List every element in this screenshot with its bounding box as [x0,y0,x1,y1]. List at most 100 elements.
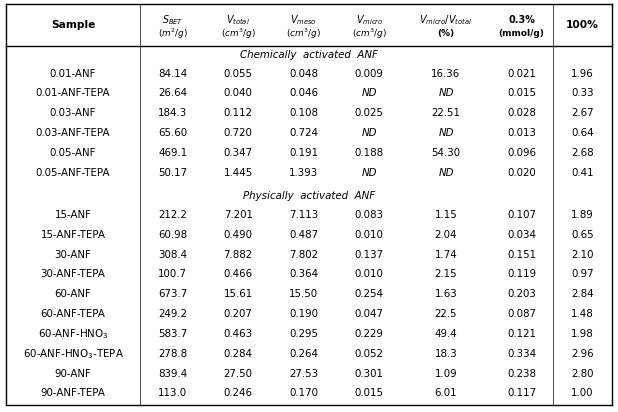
Text: 2.84: 2.84 [571,289,594,300]
Text: 0.254: 0.254 [355,289,384,300]
Text: $S_{BET}$: $S_{BET}$ [162,13,184,27]
Text: $V_{micro}/V_{total}$: $V_{micro}/V_{total}$ [420,13,473,27]
Text: (%): (%) [438,29,454,38]
Text: 0.207: 0.207 [224,309,253,319]
Text: 1.96: 1.96 [571,68,594,79]
Text: 1.89: 1.89 [571,210,594,220]
Text: 100%: 100% [566,20,599,30]
Text: 30-ANF: 30-ANF [54,250,91,260]
Text: 60-ANF-HNO$_3$: 60-ANF-HNO$_3$ [38,327,108,341]
Text: 2.80: 2.80 [572,369,594,379]
Text: 0.034: 0.034 [507,230,536,240]
Text: 308.4: 308.4 [158,250,187,260]
Text: 30-ANF-TEPA: 30-ANF-TEPA [41,269,106,279]
Text: 60-ANF-TEPA: 60-ANF-TEPA [41,309,106,319]
Text: 0.03-ANF: 0.03-ANF [50,108,96,118]
Text: 0.264: 0.264 [289,349,318,359]
Text: 0.301: 0.301 [355,369,384,379]
Text: 249.2: 249.2 [158,309,187,319]
Text: 673.7: 673.7 [158,289,187,300]
Text: 2.15: 2.15 [434,269,457,279]
Text: 0.01-ANF: 0.01-ANF [50,68,96,79]
Text: 839.4: 839.4 [158,369,187,379]
Text: 0.33: 0.33 [571,88,594,98]
Text: 7.882: 7.882 [224,250,253,260]
Text: 15-ANF-TEPA: 15-ANF-TEPA [41,230,106,240]
Text: ND: ND [362,128,377,138]
Text: 1.09: 1.09 [434,369,457,379]
Text: 2.96: 2.96 [571,349,594,359]
Text: 0.334: 0.334 [507,349,536,359]
Text: 184.3: 184.3 [158,108,187,118]
Text: 84.14: 84.14 [158,68,187,79]
Text: 469.1: 469.1 [158,148,187,158]
Text: 0.020: 0.020 [507,168,536,178]
Text: 15.50: 15.50 [289,289,318,300]
Text: 0.364: 0.364 [289,269,318,279]
Text: 0.040: 0.040 [224,88,253,98]
Text: 22.5: 22.5 [434,309,457,319]
Text: 212.2: 212.2 [158,210,187,220]
Text: 0.028: 0.028 [507,108,536,118]
Text: 0.284: 0.284 [224,349,253,359]
Text: 0.65: 0.65 [571,230,594,240]
Text: 60.98: 60.98 [158,230,187,240]
Text: 0.41: 0.41 [571,168,594,178]
Text: 26.64: 26.64 [158,88,187,98]
Text: 6.01: 6.01 [434,389,457,398]
Text: 0.229: 0.229 [355,329,384,339]
Text: 0.112: 0.112 [224,108,253,118]
Text: 22.51: 22.51 [431,108,460,118]
Text: 60-ANF: 60-ANF [54,289,91,300]
Text: 0.119: 0.119 [507,269,536,279]
Text: 0.096: 0.096 [507,148,536,158]
Text: 0.490: 0.490 [224,230,253,240]
Text: 50.17: 50.17 [158,168,187,178]
Text: 27.50: 27.50 [224,369,253,379]
Text: $(cm^3/g)$: $(cm^3/g)$ [352,26,387,41]
Text: 113.0: 113.0 [158,389,187,398]
Text: $(m^2/g)$: $(m^2/g)$ [158,26,188,41]
Text: 1.74: 1.74 [434,250,457,260]
Text: 0.295: 0.295 [289,329,318,339]
Text: 1.393: 1.393 [289,168,318,178]
Text: 0.05-ANF: 0.05-ANF [50,148,96,158]
Text: 7.201: 7.201 [224,210,253,220]
Text: ND: ND [438,88,454,98]
Text: 0.487: 0.487 [289,230,318,240]
Text: 0.151: 0.151 [507,250,536,260]
Text: ND: ND [362,168,377,178]
Text: ND: ND [362,88,377,98]
Text: $(cm^3/g)$: $(cm^3/g)$ [221,26,256,41]
Text: 1.63: 1.63 [434,289,457,300]
Text: 18.3: 18.3 [434,349,457,359]
Text: 1.00: 1.00 [572,389,594,398]
Text: 1.15: 1.15 [434,210,457,220]
Text: 0.015: 0.015 [507,88,536,98]
Text: 0.052: 0.052 [355,349,384,359]
Text: 0.107: 0.107 [507,210,536,220]
Text: 0.055: 0.055 [224,68,253,79]
Text: 16.36: 16.36 [431,68,460,79]
Text: Physically  activated  ANF: Physically activated ANF [243,191,375,201]
Text: 0.048: 0.048 [289,68,318,79]
Text: 0.047: 0.047 [355,309,384,319]
Text: 1.48: 1.48 [571,309,594,319]
Text: $(cm^3/g)$: $(cm^3/g)$ [286,26,321,41]
Text: 2.67: 2.67 [571,108,594,118]
Text: 0.724: 0.724 [289,128,318,138]
Text: 0.108: 0.108 [289,108,318,118]
Text: 1.98: 1.98 [571,329,594,339]
Text: 2.68: 2.68 [571,148,594,158]
Text: 0.246: 0.246 [224,389,253,398]
Text: 0.238: 0.238 [507,369,536,379]
Text: 0.083: 0.083 [355,210,384,220]
Text: 0.013: 0.013 [507,128,536,138]
Text: (mmol/g): (mmol/g) [499,29,544,38]
Text: 0.010: 0.010 [355,269,384,279]
Text: 0.025: 0.025 [355,108,384,118]
Text: 15.61: 15.61 [224,289,253,300]
Text: 0.203: 0.203 [507,289,536,300]
Text: ND: ND [438,128,454,138]
Text: 0.466: 0.466 [224,269,253,279]
